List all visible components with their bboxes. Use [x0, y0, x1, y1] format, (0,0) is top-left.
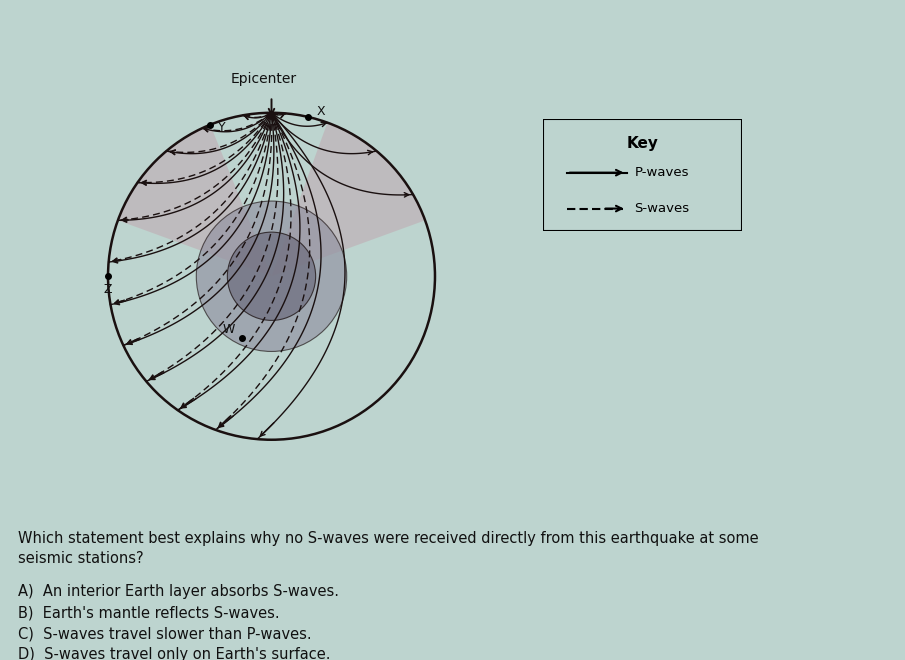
- Circle shape: [227, 232, 316, 320]
- Circle shape: [196, 201, 347, 352]
- Text: Z: Z: [103, 282, 111, 296]
- Text: D)  S-waves travel only on Earth's surface.: D) S-waves travel only on Earth's surfac…: [18, 647, 330, 660]
- Text: Key: Key: [626, 136, 659, 150]
- Text: X: X: [317, 106, 325, 118]
- Text: B)  Earth's mantle reflects S-waves.: B) Earth's mantle reflects S-waves.: [18, 605, 280, 620]
- Text: Epicenter: Epicenter: [231, 73, 297, 86]
- Text: C)  S-waves travel slower than P-waves.: C) S-waves travel slower than P-waves.: [18, 626, 311, 642]
- Text: S-waves: S-waves: [634, 202, 690, 215]
- Text: Y: Y: [218, 121, 226, 134]
- Text: P-waves: P-waves: [634, 166, 689, 179]
- Text: W: W: [223, 323, 234, 337]
- Text: A)  An interior Earth layer absorbs S-waves.: A) An interior Earth layer absorbs S-wav…: [18, 584, 339, 599]
- Wedge shape: [272, 123, 425, 277]
- Text: Which statement best explains why no S-waves were received directly from this ea: Which statement best explains why no S-w…: [18, 531, 758, 566]
- Wedge shape: [118, 125, 272, 277]
